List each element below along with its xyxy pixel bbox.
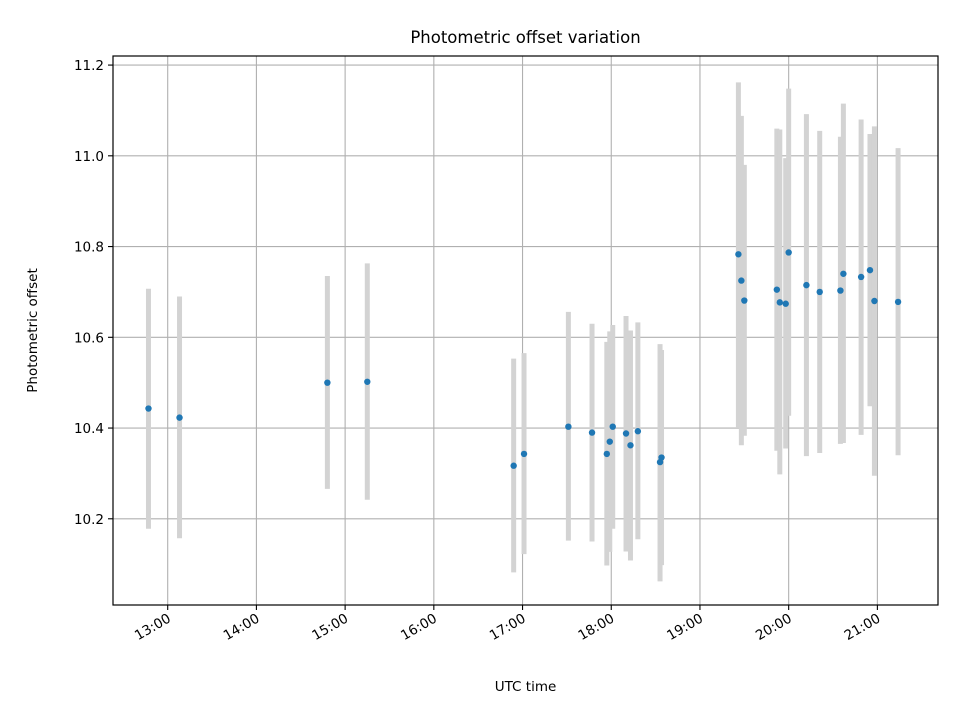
data-point [782, 300, 789, 307]
data-point [803, 281, 810, 289]
data-point [364, 378, 371, 385]
axes-frame [112, 55, 939, 606]
data-point [776, 299, 784, 306]
data-point [871, 297, 878, 305]
y-tick-label: 10.6 [74, 330, 104, 346]
data-point [741, 297, 748, 304]
y-tick-label: 10.2 [74, 512, 104, 528]
data-point [857, 273, 865, 281]
data-point [627, 442, 634, 449]
data-point [894, 298, 902, 306]
data-point [603, 450, 611, 458]
data-point [738, 277, 745, 284]
data-point [837, 287, 844, 294]
chart-title: Photometric offset variation [410, 28, 640, 47]
data-point [735, 251, 742, 258]
data-point [176, 414, 183, 421]
data-point [785, 249, 792, 256]
data-point [145, 405, 152, 412]
y-tick-label: 11.2 [74, 58, 104, 74]
data-point [520, 450, 528, 458]
y-tick-label: 10.8 [74, 240, 104, 256]
y-tick-label: 11.0 [74, 149, 104, 165]
y-axis-label: Photometric offset [25, 268, 41, 392]
y-tick-label: 10.4 [74, 421, 104, 437]
data-point [588, 429, 596, 436]
data-point [773, 286, 781, 293]
data-point [622, 430, 630, 437]
data-points [145, 249, 902, 469]
data-point [634, 428, 642, 435]
data-point [816, 288, 823, 296]
data-point [565, 423, 572, 430]
data-point [866, 266, 874, 274]
data-point [840, 270, 847, 277]
data-point [658, 454, 665, 461]
x-axis-label: UTC time [495, 679, 557, 695]
data-point [324, 379, 331, 386]
data-point [510, 462, 517, 469]
data-point [609, 423, 616, 430]
data-point [606, 438, 613, 445]
